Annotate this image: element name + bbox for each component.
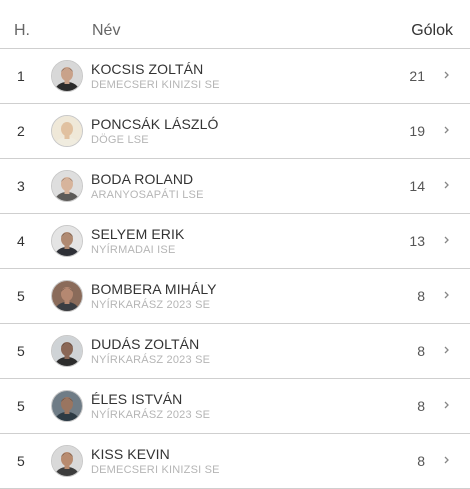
rank-value: 1: [17, 68, 25, 84]
rank-value: 5: [17, 288, 25, 304]
chevron-right-icon[interactable]: [443, 288, 451, 302]
chevron-right-icon[interactable]: [443, 178, 451, 192]
club-name: NYÍRMADAI ISE: [91, 244, 176, 256]
club-name: NYÍRKARÁSZ 2023 SE: [91, 409, 211, 421]
player-avatar: [51, 115, 83, 147]
goals-value: 8: [417, 398, 425, 414]
player-avatar: [51, 170, 83, 202]
rank-value: 3: [17, 178, 25, 194]
player-name[interactable]: BOMBERA MIHÁLY: [91, 281, 217, 297]
table-row[interactable]: 5 BOMBERA MIHÁLY NYÍRKARÁSZ 2023 SE 8: [0, 269, 470, 324]
goals-value: 8: [417, 453, 425, 469]
player-avatar: [51, 445, 83, 477]
chevron-right-icon[interactable]: [443, 453, 451, 467]
goals-value: 19: [409, 123, 425, 139]
rank-value: 2: [17, 123, 25, 139]
rank-value: 5: [17, 398, 25, 414]
table-header: H. Név Gólok: [0, 0, 470, 49]
chevron-right-icon[interactable]: [443, 343, 451, 357]
table-row[interactable]: 1 KOCSIS ZOLTÁN DEMECSERI KINIZSI SE 21: [0, 49, 470, 104]
chevron-right-icon[interactable]: [443, 233, 451, 247]
player-avatar: [51, 280, 83, 312]
goals-value: 8: [417, 343, 425, 359]
chevron-right-icon[interactable]: [443, 123, 451, 137]
goals-column-header[interactable]: Gólok: [411, 22, 453, 39]
club-name: ARANYOSAPÁTI LSE: [91, 189, 204, 201]
club-name: DEMECSERI KINIZSI SE: [91, 79, 220, 91]
table-body: 1 KOCSIS ZOLTÁN DEMECSERI KINIZSI SE 2 1 …: [0, 49, 470, 489]
table-row[interactable]: 5 ÉLES ISTVÁN NYÍRKARÁSZ 2023 SE 8: [0, 379, 470, 434]
player-avatar: [51, 225, 83, 257]
table-row[interactable]: 3 BODA ROLAND ARANYOSAPÁTI LSE 14: [0, 159, 470, 214]
club-name: NYÍRKARÁSZ 2023 SE: [91, 354, 211, 366]
club-name: DÖGE LSE: [91, 134, 149, 146]
table-row[interactable]: 2 PONCSÁK LÁSZLÓ DÖGE LSE 19: [0, 104, 470, 159]
table-row[interactable]: 4 SELYEM ERIK NYÍRMADAI ISE 13: [0, 214, 470, 269]
club-name: DEMECSERI KINIZSI SE: [91, 464, 220, 476]
player-name[interactable]: KISS KEVIN: [91, 446, 170, 462]
rank-column-header: H.: [14, 22, 30, 39]
chevron-right-icon[interactable]: [443, 68, 451, 82]
player-name[interactable]: KOCSIS ZOLTÁN: [91, 61, 204, 77]
goals-value: 8: [417, 288, 425, 304]
player-name[interactable]: PONCSÁK LÁSZLÓ: [91, 116, 219, 132]
player-name[interactable]: DUDÁS ZOLTÁN: [91, 336, 200, 352]
goals-value: 13: [409, 233, 425, 249]
player-avatar: [51, 390, 83, 422]
name-column-header: Név: [92, 22, 121, 39]
chevron-right-icon[interactable]: [443, 398, 451, 412]
goals-value: 14: [409, 178, 425, 194]
rank-value: 5: [17, 453, 25, 469]
rank-value: 4: [17, 233, 25, 249]
club-name: NYÍRKARÁSZ 2023 SE: [91, 299, 211, 311]
rank-value: 5: [17, 343, 25, 359]
player-name[interactable]: SELYEM ERIK: [91, 226, 185, 242]
table-row[interactable]: 5 KISS KEVIN DEMECSERI KINIZSI SE 8: [0, 434, 470, 489]
player-name[interactable]: BODA ROLAND: [91, 171, 194, 187]
player-name[interactable]: ÉLES ISTVÁN: [91, 391, 183, 407]
player-avatar: [51, 60, 83, 92]
goals-value: 21: [409, 68, 425, 84]
player-avatar: [51, 335, 83, 367]
table-row[interactable]: 5 DUDÁS ZOLTÁN NYÍRKARÁSZ 2023 SE 8: [0, 324, 470, 379]
